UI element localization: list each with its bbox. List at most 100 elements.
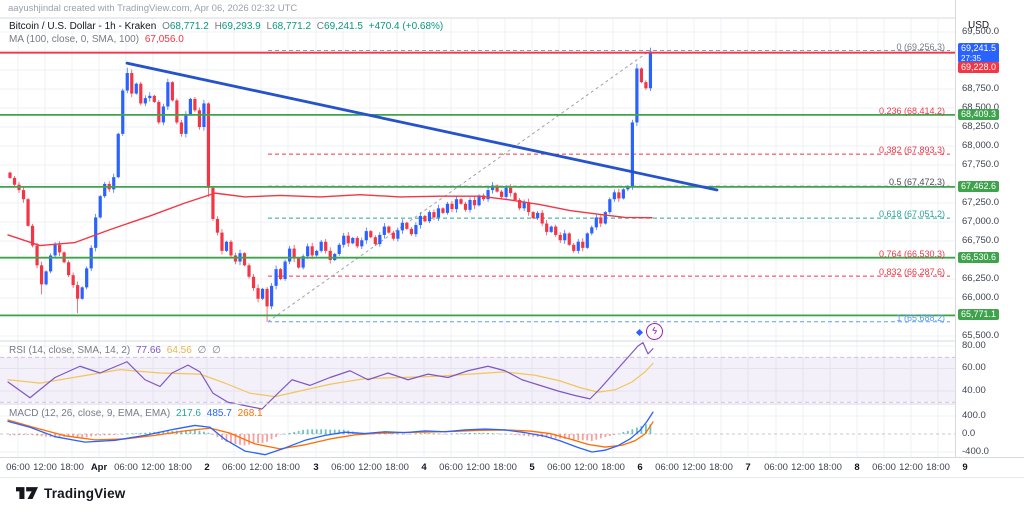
- time-axis-label: 12:00: [791, 462, 815, 473]
- time-axis-label: 2: [204, 462, 210, 473]
- rsi-value: 77.66: [135, 345, 161, 356]
- fib-level-label: 0.832 (66,287.6): [878, 267, 945, 278]
- open-label: O: [162, 21, 170, 32]
- rsi-empty-1: ∅: [197, 345, 207, 356]
- price-axis-label: 67,750.0: [962, 159, 999, 170]
- fib-level-label: 0 (69,256.3): [896, 41, 945, 52]
- macd-line-value: 485.7: [206, 408, 232, 419]
- green-level-badge-4: 65,771.1: [958, 309, 1000, 320]
- green-level-badge-1: 68,409.3: [958, 109, 1000, 120]
- macd-lines: [7, 411, 654, 456]
- time-axis-label: 06:00: [655, 462, 679, 473]
- time-axis[interactable]: 06:00 12:00 18:00 Apr 06:00 12:00 18:00 2 06:00 1…: [0, 457, 1024, 478]
- rsi-empty-2: ∅: [212, 345, 221, 356]
- time-axis-label: 7: [745, 462, 751, 473]
- time-axis-label: 18:00: [493, 462, 517, 473]
- ma-value: 67,056.0: [144, 34, 184, 45]
- indicator-axis-label: 40.00: [962, 385, 986, 396]
- time-axis-label: 06:00: [114, 462, 138, 473]
- tradingview-logo-icon: [16, 487, 38, 499]
- time-axis-label: 18:00: [60, 462, 84, 473]
- footer: TradingView: [0, 477, 1024, 512]
- symbol-title[interactable]: Bitcoin / U.S. Dollar - 1h - Kraken: [9, 21, 157, 32]
- time-axis-label: 18:00: [168, 462, 192, 473]
- rsi-ma-value: 64.56: [166, 345, 192, 356]
- red-line-price-badge: 69,228.0: [958, 62, 1000, 73]
- close-value: 69,241.5: [324, 21, 363, 32]
- ma-label: MA (100, close, 0, SMA, 100): [9, 34, 140, 45]
- time-axis-label: 18:00: [385, 462, 409, 473]
- price-axis-label: 68,750.0: [962, 83, 999, 94]
- tradingview-logo[interactable]: TradingView: [16, 486, 125, 501]
- fib-level-label: 1 (65,688.2): [896, 312, 945, 323]
- time-axis-label: 06:00: [872, 462, 896, 473]
- fib-level-label: 0.236 (68,414.2): [878, 105, 945, 116]
- candles: [8, 47, 653, 322]
- horizontal-level-lines[interactable]: [0, 51, 955, 317]
- time-axis-label: 18:00: [601, 462, 625, 473]
- time-axis-label: 5: [529, 462, 535, 473]
- time-axis-label: 06:00: [764, 462, 788, 473]
- main-legend[interactable]: Bitcoin / U.S. Dollar - 1h - Kraken O68,…: [9, 21, 446, 32]
- watermark: aayushjindal created with TradingView.co…: [8, 3, 298, 14]
- time-axis-label: 12:00: [358, 462, 382, 473]
- low-label: L: [266, 21, 273, 32]
- time-axis-label: 12:00: [249, 462, 273, 473]
- price-axis-label: 68,250.0: [962, 121, 999, 132]
- price-axis-label: 67,000.0: [962, 216, 999, 227]
- time-axis-label: 6: [637, 462, 643, 473]
- price-axis-label: 68,000.0: [962, 140, 999, 151]
- rsi-lines: [7, 342, 654, 410]
- price-axis-label: 68,500.0: [962, 102, 999, 113]
- ma-legend[interactable]: MA (100, close, 0, SMA, 100) 67,056.0: [9, 34, 187, 45]
- fib-level-label: 0.764 (66,530.3): [878, 248, 945, 259]
- time-axis-label: 12:00: [574, 462, 598, 473]
- price-axis-label: 67,250.0: [962, 197, 999, 208]
- time-axis-label: 12:00: [899, 462, 923, 473]
- rsi-band: [0, 356, 955, 435]
- change-value: +470.4 (+0.68%): [368, 21, 444, 32]
- price-axis-label: 66,750.0: [962, 235, 999, 246]
- indicator-axis-label: 80.00: [962, 340, 986, 351]
- price-axis-label: 66,000.0: [962, 292, 999, 303]
- fib-level-label: 0.618 (67,051.2): [878, 209, 945, 220]
- price-axis-label: 65,500.0: [962, 330, 999, 341]
- macd-legend[interactable]: MACD (12, 26, close, 9, EMA, EMA) 217.6 …: [9, 408, 266, 419]
- time-axis-label: 3: [313, 462, 319, 473]
- indicator-axis-label: 400.0: [962, 410, 986, 421]
- tradingview-logo-text: TradingView: [44, 486, 126, 501]
- price-axis[interactable]: USD 69,500.0 68,750.0 68,500.0 68,250.0 68,0…: [955, 0, 1024, 477]
- time-axis-label: 8: [854, 462, 860, 473]
- fib-level-label: 0.382 (67,893.3): [878, 145, 945, 156]
- indicator-axis-label: 60.00: [962, 362, 986, 373]
- ma100-line: [7, 192, 653, 247]
- price-axis-label: 66,250.0: [962, 273, 999, 284]
- macd-histogram: [9, 424, 652, 446]
- rsi-title: RSI (14, close, SMA, 14, 2): [9, 345, 131, 356]
- time-axis-label: 18:00: [818, 462, 842, 473]
- fib-level-label: 0.5 (67,472.3): [888, 177, 945, 188]
- time-axis-label: 18:00: [926, 462, 950, 473]
- green-level-badge-2: 67,462.6: [958, 181, 1000, 192]
- open-value: 68,771.2: [169, 21, 209, 32]
- time-axis-label: 4: [421, 462, 427, 473]
- macd-signal-value: 268.1: [237, 408, 263, 419]
- time-axis-label: 12:00: [682, 462, 706, 473]
- countdown-timer: 27:35: [961, 54, 982, 63]
- time-axis-label: 06:00: [439, 462, 463, 473]
- time-axis-label: Apr: [90, 462, 108, 473]
- pane-dividers: [0, 17, 1024, 405]
- time-axis-label: 12:00: [141, 462, 165, 473]
- currency-label: USD: [968, 20, 990, 31]
- green-level-badge-3: 66,530.6: [958, 252, 1000, 263]
- time-axis-label: 12:00: [466, 462, 490, 473]
- time-axis-label: 06:00: [547, 462, 571, 473]
- rsi-legend[interactable]: RSI (14, close, SMA, 14, 2) 77.66 64.56 …: [9, 345, 224, 356]
- time-axis-label: 9: [962, 462, 968, 473]
- time-axis-label: 06:00: [331, 462, 355, 473]
- high-label: H: [214, 21, 222, 32]
- indicator-axis-label: 0.0: [962, 428, 976, 439]
- descending-trendline-drawing[interactable]: [125, 61, 719, 192]
